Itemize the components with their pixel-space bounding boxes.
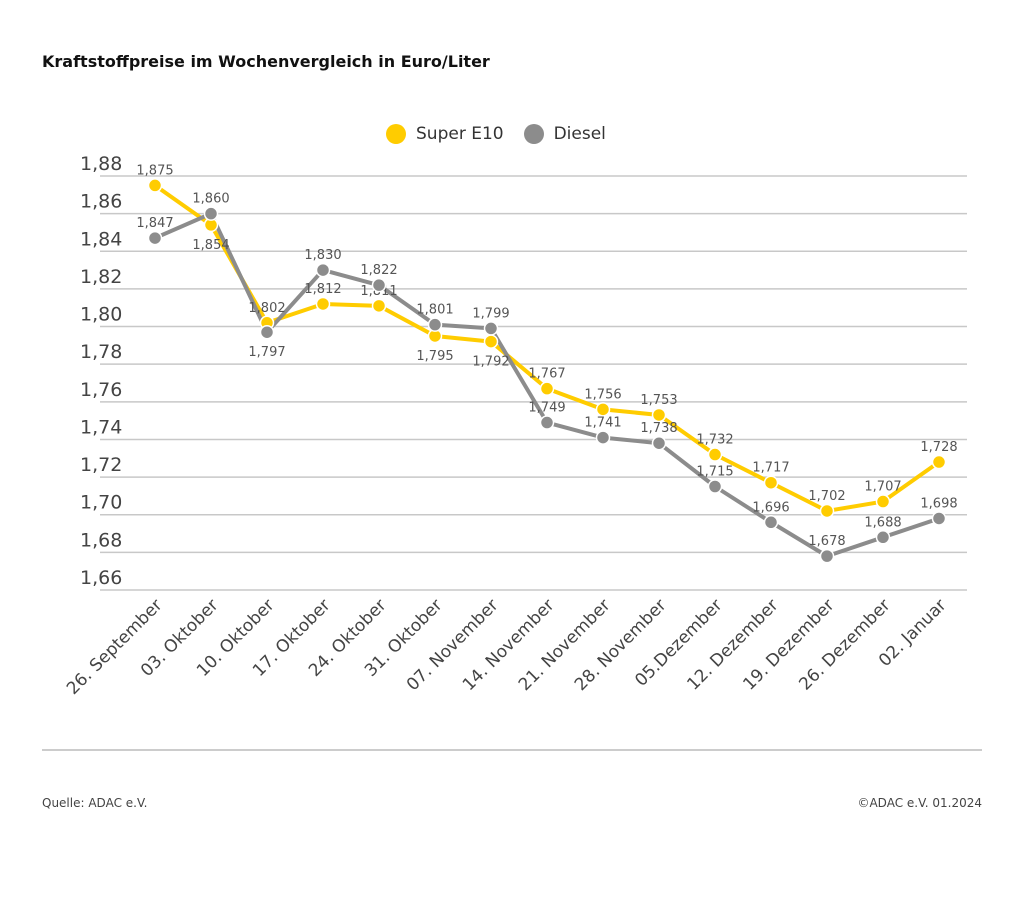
data-label: 1,698 [920, 496, 957, 511]
legend-marker-super-e10 [386, 124, 406, 144]
legend: Super E10 Diesel [386, 124, 626, 144]
data-label: 1,696 [752, 500, 789, 515]
data-label: 1,753 [640, 393, 677, 408]
legend-label-super-e10: Super E10 [416, 124, 504, 144]
data-label: 1,678 [808, 534, 845, 549]
data-label: 1,707 [864, 480, 901, 495]
data-label: 1,802 [248, 301, 285, 316]
data-point [931, 511, 947, 526]
data-label: 1,688 [864, 515, 901, 530]
legend-item-diesel: Diesel [523, 124, 606, 144]
data-point [427, 317, 443, 332]
data-point [203, 206, 219, 221]
data-label: 1,749 [528, 401, 565, 416]
y-tick-label: 1,66 [80, 567, 122, 589]
data-point [875, 530, 891, 545]
data-label: 1,728 [920, 440, 957, 455]
data-point [651, 407, 667, 423]
data-point [595, 402, 611, 417]
data-label: 1,830 [304, 248, 341, 263]
y-tick-label: 1,82 [80, 266, 122, 288]
data-point [819, 503, 835, 519]
data-point [763, 515, 779, 530]
data-label: 1,847 [136, 216, 173, 231]
data-point [371, 277, 387, 293]
data-point [763, 475, 779, 490]
data-point [315, 262, 331, 278]
data-label: 1,741 [584, 416, 621, 431]
data-label: 1,812 [304, 282, 341, 297]
chart-title: Kraftstoffpreise im Wochenvergleich in E… [42, 52, 490, 71]
data-point [539, 381, 555, 396]
data-point [707, 447, 723, 462]
data-point [875, 494, 891, 509]
data-label: 1,738 [640, 421, 677, 436]
data-point [483, 321, 499, 336]
data-label: 1,792 [472, 355, 509, 370]
data-point [147, 178, 163, 193]
data-point [259, 324, 275, 340]
data-label: 1,756 [584, 387, 621, 402]
y-tick-label: 1,80 [80, 304, 122, 326]
divider [42, 749, 982, 751]
data-label: 1,854 [192, 238, 229, 253]
y-tick-label: 1,68 [80, 529, 122, 551]
data-label: 1,715 [696, 465, 733, 480]
data-point [315, 296, 331, 312]
legend-marker-diesel [523, 124, 544, 144]
y-tick-label: 1,76 [80, 379, 122, 401]
y-tick-label: 1,70 [80, 492, 122, 514]
y-tick-label: 1,88 [80, 153, 122, 175]
data-label: 1,822 [360, 263, 397, 278]
data-point [595, 430, 611, 445]
source-note: Quelle: ADAC e.V. [42, 796, 148, 810]
data-label: 1,797 [248, 345, 285, 360]
y-tick-label: 1,72 [80, 454, 122, 476]
data-label: 1,799 [472, 306, 509, 321]
data-label: 1,860 [192, 192, 229, 207]
copyright-note: ©ADAC e.V. 01.2024 [857, 796, 982, 810]
data-label: 1,717 [752, 461, 789, 476]
y-tick-label: 1,78 [80, 341, 122, 363]
y-tick-label: 1,74 [80, 416, 122, 438]
data-point [483, 334, 499, 349]
data-point [707, 479, 723, 494]
y-tick-label: 1,84 [80, 228, 122, 250]
data-point [147, 230, 163, 246]
data-point [651, 435, 667, 451]
data-label: 1,702 [808, 489, 845, 504]
data-label: 1,795 [416, 349, 453, 364]
y-tick-label: 1,86 [80, 191, 122, 213]
data-label: 1,732 [696, 433, 733, 448]
data-point [819, 548, 835, 564]
data-label: 1,801 [416, 303, 453, 318]
data-point [371, 298, 387, 314]
data-label: 1,767 [528, 367, 565, 382]
legend-label-diesel: Diesel [553, 124, 606, 144]
x-tick-label: 26. September [63, 595, 167, 699]
data-point [539, 415, 555, 430]
data-label: 1,875 [136, 163, 173, 178]
data-point [931, 454, 947, 470]
legend-item-super-e10: Super E10 [386, 124, 504, 144]
